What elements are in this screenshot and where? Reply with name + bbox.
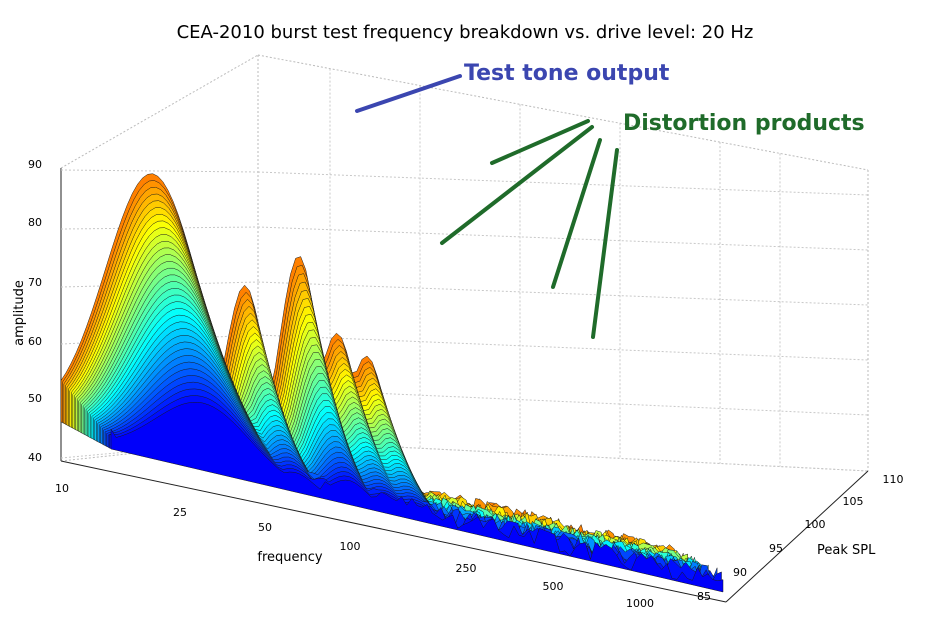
z-tick-label: 70 xyxy=(28,276,42,289)
distortion-annotation: Distortion products xyxy=(623,111,865,136)
distortion-pointer-3 xyxy=(553,140,600,287)
test-tone-pointer xyxy=(357,76,460,111)
spl-tick-label: 90 xyxy=(733,566,747,579)
distortion-pointer-2 xyxy=(442,127,592,243)
y-axis-label: Peak SPL xyxy=(817,543,876,558)
z-tick-label: 80 xyxy=(28,216,42,229)
frequency-tick-label: 1000 xyxy=(626,597,654,610)
spl-tick-label: 95 xyxy=(769,542,783,555)
grid-line xyxy=(258,172,868,195)
z-axis-label: amplitude xyxy=(12,280,27,346)
z-tick-label: 90 xyxy=(28,158,42,171)
grid-line xyxy=(61,55,258,168)
frequency-tick-label: 25 xyxy=(173,506,187,519)
spl-tick-label: 110 xyxy=(883,473,904,486)
axis-line xyxy=(726,471,868,602)
frequency-tick-label: 10 xyxy=(55,482,69,495)
z-tick-label: 40 xyxy=(28,451,42,464)
test-tone-annotation: Test tone output xyxy=(464,61,670,86)
surface-plot xyxy=(61,174,723,592)
frequency-tick-label: 50 xyxy=(258,521,272,534)
chart-title: CEA-2010 burst test frequency breakdown … xyxy=(177,22,754,43)
spl-tick-label: 105 xyxy=(843,495,864,508)
grid-line xyxy=(258,335,868,360)
spl-tick-label: 100 xyxy=(805,518,826,531)
z-tick-label: 50 xyxy=(28,392,42,405)
frequency-tick-label: 250 xyxy=(456,562,477,575)
z-tick-label: 60 xyxy=(28,335,42,348)
x-axis-label: frequency xyxy=(257,550,323,565)
frequency-tick-label: 100 xyxy=(340,540,361,553)
frequency-tick-label: 500 xyxy=(543,580,564,593)
distortion-pointer-4 xyxy=(593,150,617,337)
grid-line xyxy=(61,170,258,172)
grid-line xyxy=(258,227,868,250)
spl-tick-label: 85 xyxy=(697,590,711,603)
grid-line xyxy=(258,282,868,305)
